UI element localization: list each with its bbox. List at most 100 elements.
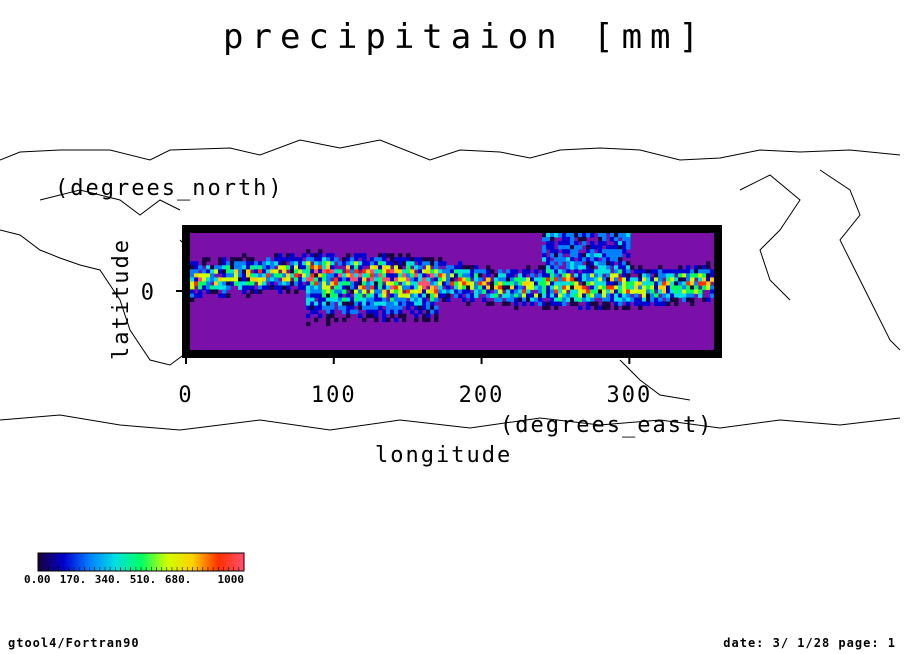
heatmap-cell	[626, 281, 631, 286]
heatmap-cell	[466, 293, 471, 298]
heatmap-cell	[258, 269, 263, 274]
heatmap-cell	[330, 253, 335, 258]
heatmap-cell	[406, 285, 411, 290]
heatmap-cell	[666, 289, 671, 294]
heatmap-cell	[414, 313, 419, 319]
heatmap-cell	[558, 289, 563, 294]
heatmap-cell	[346, 257, 351, 262]
heatmap-cell	[314, 317, 319, 323]
heatmap-cell	[602, 249, 607, 254]
heatmap-cell	[410, 301, 415, 307]
heatmap-cell	[694, 269, 699, 274]
heatmap-cell	[370, 281, 375, 286]
heatmap-cell	[406, 277, 411, 282]
heatmap-cell	[590, 233, 595, 238]
heatmap-cell	[346, 281, 351, 286]
x-tick-label: 0	[178, 383, 193, 408]
heatmap-cell	[386, 281, 391, 286]
heatmap-cell	[638, 301, 643, 307]
heatmap-cell	[558, 297, 563, 302]
heatmap-cell	[590, 273, 595, 278]
heatmap-cell	[270, 273, 275, 278]
heatmap-cell	[678, 285, 683, 290]
heatmap-cell	[202, 273, 207, 278]
y-axis: (degrees_north) latitude 0	[55, 176, 282, 360]
heatmap-cell	[622, 269, 627, 274]
heatmap-cell	[574, 285, 579, 290]
heatmap-cell	[286, 281, 291, 286]
heatmap-cell	[474, 281, 479, 286]
heatmap-cell	[354, 257, 359, 262]
heatmap-cell	[510, 293, 515, 298]
heatmap-cell	[318, 277, 323, 282]
heatmap-cell	[338, 261, 343, 266]
heatmap-cell	[554, 265, 559, 270]
heatmap-cell	[338, 305, 343, 311]
heatmap-cell	[702, 285, 707, 290]
heatmap-cell	[666, 277, 671, 282]
heatmap-cell	[502, 277, 507, 282]
heatmap-cell	[618, 253, 623, 258]
heatmap-cell	[382, 293, 387, 298]
heatmap-cell	[342, 317, 347, 323]
heatmap-cell	[422, 269, 427, 274]
heatmap-cell	[642, 297, 647, 302]
heatmap-cell	[382, 289, 387, 294]
heatmap-cell	[450, 289, 455, 294]
heatmap-cell	[610, 285, 615, 290]
heatmap-cell	[326, 273, 331, 278]
heatmap-cell	[486, 273, 491, 278]
heatmap-cell	[678, 269, 683, 274]
heatmap-cell	[354, 281, 359, 286]
heatmap-cell	[242, 285, 247, 290]
heatmap-cell	[626, 273, 631, 278]
heatmap-cell	[350, 285, 355, 290]
heatmap-cell	[642, 277, 647, 282]
heatmap-cell	[458, 273, 463, 278]
heatmap-cell	[514, 281, 519, 286]
heatmap-cell	[306, 289, 311, 294]
heatmap-cell	[562, 301, 567, 307]
heatmap-cell	[526, 289, 531, 294]
heatmap-cell	[434, 273, 439, 278]
heatmap-cell	[430, 285, 435, 290]
heatmap-cell	[598, 245, 603, 250]
heatmap-cell	[354, 253, 359, 258]
heatmap-cell	[422, 273, 427, 278]
heatmap-cell	[638, 305, 643, 311]
heatmap-cell	[666, 285, 671, 290]
heatmap-cell	[390, 253, 395, 258]
heatmap-cell	[502, 293, 507, 298]
heatmap-cell	[346, 313, 351, 319]
heatmap-cell	[694, 265, 699, 270]
heatmap-cell	[662, 273, 667, 278]
heatmap-cell	[234, 269, 239, 274]
heatmap-cell	[358, 261, 363, 266]
heatmap-cell	[618, 245, 623, 250]
heatmap-cell	[618, 289, 623, 294]
heatmap-cell	[322, 257, 327, 262]
heatmap-cell	[634, 277, 639, 282]
heatmap-cell	[706, 285, 711, 290]
heatmap-cell	[538, 273, 543, 278]
colorbar-label: 0.00	[24, 573, 51, 586]
heatmap-cell	[378, 297, 383, 302]
heatmap-cell	[518, 273, 523, 278]
heatmap-cell	[626, 305, 631, 311]
heatmap-cell	[406, 265, 411, 270]
heatmap-cell	[694, 273, 699, 278]
heatmap-cell	[402, 269, 407, 274]
heatmap-cell	[702, 269, 707, 274]
heatmap-cell	[298, 265, 303, 270]
heatmap-cell	[554, 233, 559, 238]
heatmap-cell	[194, 265, 199, 270]
heatmap-cell	[386, 265, 391, 270]
heatmap-cell	[302, 261, 307, 266]
heatmap-cell	[594, 269, 599, 274]
heatmap-cell	[350, 309, 355, 315]
heatmap-cell	[190, 269, 195, 274]
heatmap-cell	[442, 289, 447, 294]
heatmap-cell	[266, 273, 271, 278]
heatmap-cell	[374, 297, 379, 302]
heatmap-cell	[594, 277, 599, 282]
